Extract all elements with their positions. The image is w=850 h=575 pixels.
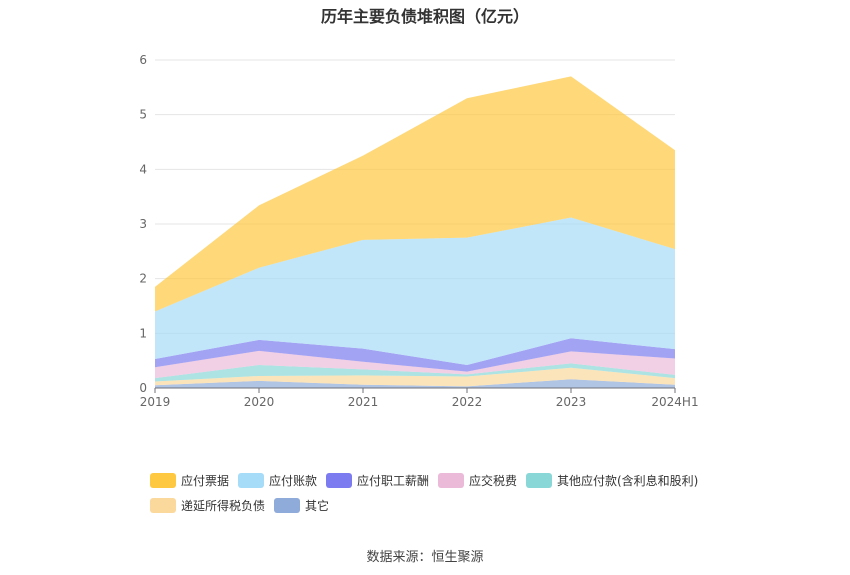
legend-item[interactable]: 应交税费 (438, 472, 517, 489)
legend-swatch (274, 498, 300, 513)
legend-label: 应付职工薪酬 (357, 474, 430, 488)
area-series-应付职工薪酬 (155, 338, 675, 372)
legend-swatch (150, 473, 176, 488)
legend-swatch (326, 473, 352, 488)
x-tick-label: 2020 (244, 395, 275, 409)
legend-item[interactable]: 其它 (274, 497, 329, 514)
legend-item[interactable]: 应付账款 (238, 472, 317, 489)
area-series-递延所得税负债 (155, 367, 675, 387)
area-series-应付账款 (155, 217, 675, 366)
legend-label: 应交税费 (469, 474, 518, 488)
legend-item[interactable]: 其他应付款(含利息和股利) (526, 472, 698, 489)
axes: 0 1 2 3 4 5 6 2019 2020 2021 2022 2023 2024H1 (139, 53, 698, 409)
y-tick-label: 5 (139, 108, 147, 122)
x-tick-label: 2022 (452, 395, 483, 409)
y-tick-label: 4 (139, 162, 147, 176)
x-tick-label: 2023 (556, 395, 587, 409)
legend-label: 其它 (305, 499, 330, 513)
area-series (155, 76, 675, 388)
x-tick-label: 2021 (348, 395, 379, 409)
legend-label: 应付账款 (269, 474, 318, 488)
y-tick-label: 1 (139, 326, 147, 340)
legend-swatch (150, 498, 176, 513)
area-series-其它 (155, 379, 675, 388)
legend-label: 其他应付款(含利息和股利) (557, 474, 699, 488)
x-tick-label: 2024H1 (651, 395, 698, 409)
legend-swatch (526, 473, 552, 488)
chart-title: 历年主要负债堆积图（亿元） (320, 7, 529, 26)
x-tick-label: 2019 (140, 395, 171, 409)
source-note: 数据来源：恒生聚源 (366, 550, 484, 565)
y-tick-label: 0 (139, 381, 147, 395)
y-tick-label: 6 (139, 53, 147, 67)
legend-item[interactable]: 应付职工薪酬 (326, 472, 429, 489)
legend-label: 递延所得税负债 (181, 499, 266, 513)
area-series-其他应付款(含利息和股利) (155, 363, 675, 382)
y-tick-label: 3 (139, 217, 147, 231)
legend-item[interactable]: 递延所得税负债 (150, 497, 265, 514)
legend-swatch (438, 473, 464, 488)
legend-item[interactable]: 应付票据 (150, 472, 229, 489)
y-tick-label: 2 (139, 272, 147, 286)
legend-label: 应付票据 (181, 474, 230, 488)
area-series-应付票据 (155, 76, 675, 312)
legend-swatch (238, 473, 264, 488)
area-series-应交税费 (155, 350, 675, 379)
